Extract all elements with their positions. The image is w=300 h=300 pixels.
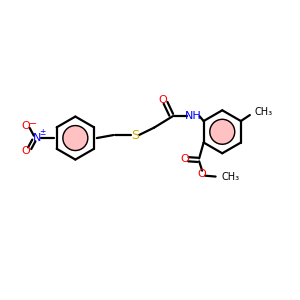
Text: O: O bbox=[181, 154, 189, 164]
Text: N: N bbox=[33, 133, 42, 143]
Text: O: O bbox=[22, 121, 31, 130]
Text: ±: ± bbox=[39, 128, 46, 137]
Text: NH: NH bbox=[184, 111, 201, 121]
Circle shape bbox=[63, 126, 88, 151]
Text: O: O bbox=[159, 95, 167, 105]
Text: −: − bbox=[28, 119, 37, 129]
Text: CH₃: CH₃ bbox=[222, 172, 240, 182]
Text: O: O bbox=[22, 146, 31, 156]
Text: O: O bbox=[198, 169, 206, 179]
Text: S: S bbox=[131, 129, 139, 142]
Text: CH₃: CH₃ bbox=[255, 107, 273, 117]
Circle shape bbox=[210, 119, 235, 144]
